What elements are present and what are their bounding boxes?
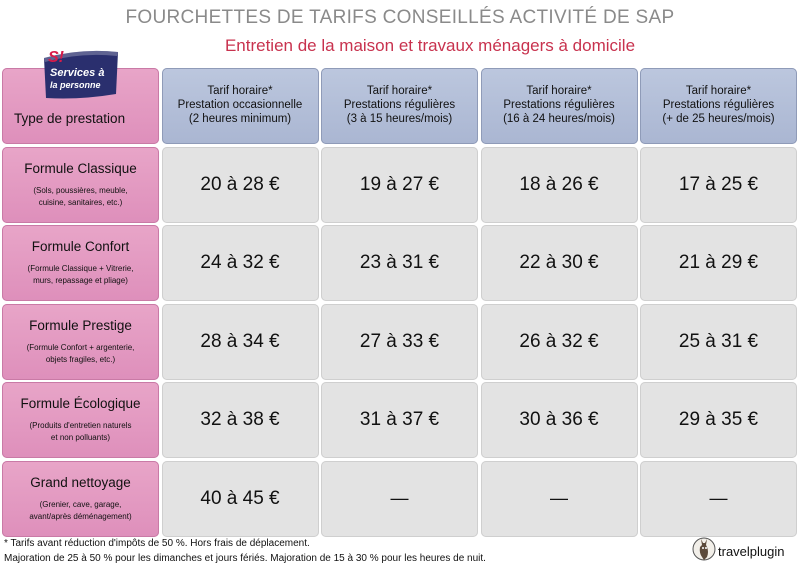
price-cell: 27 à 33 € [321, 303, 478, 380]
row-description-line: et non polluants) [50, 433, 111, 442]
price-cell: 28 à 34 € [161, 303, 319, 380]
column-header-line: Prestation occasionnelle [177, 99, 303, 111]
footnote-line: Majoration de 25 à 50 % pour les dimanch… [4, 553, 486, 564]
price-cell: 29 à 35 € [640, 382, 797, 458]
row-description-line: objets fragiles, etc.) [45, 354, 116, 364]
price-value: 29 à 35 € [678, 409, 759, 430]
price-value: 40 à 45 € [200, 487, 280, 509]
row-description-line: (Produits d'entretien naturels [29, 421, 132, 430]
row-description: (Grenier, cave, garage, avant/après démé… [8, 499, 153, 523]
price-value: 25 à 31 € [678, 330, 759, 352]
page-title: FOURCHETTES DE TARIFS CONSEILLÉS ACTIVIT… [125, 7, 675, 28]
price-cell: — [640, 460, 797, 537]
price-value: 20 à 28 € [200, 173, 280, 195]
price-cell: 31 à 37 € [321, 382, 478, 458]
row-description-line: (Sols, poussières, meuble, [33, 185, 128, 195]
row-title: Formule Écologique [20, 396, 141, 411]
price-cell: 25 à 31 € [640, 303, 797, 380]
row-header: Grand nettoyage (Grenier, cave, garage, … [2, 460, 159, 537]
column-header-line: Prestations régulières [343, 99, 456, 111]
price-value: 30 à 36 € [519, 409, 599, 430]
price-value: 17 à 25 € [678, 173, 759, 195]
logo-text-line: Services à [50, 67, 104, 79]
price-cell: 18 à 26 € [480, 146, 638, 223]
column-header-line: Tarif horaire* [366, 85, 433, 97]
price-value: 26 à 32 € [519, 330, 599, 352]
row-header: Formule Confort (Formule Classique + Vit… [2, 225, 159, 301]
row-description: (Sols, poussières, meuble, cuisine, sani… [8, 185, 153, 209]
row-description: (Produits d'entretien naturels et non po… [8, 420, 153, 444]
row-header: Formule Écologique (Produits d'entretien… [2, 382, 159, 458]
price-cell: 40 à 45 € [161, 460, 319, 537]
column-header: Tarif horaire* Prestations régulières (+… [640, 68, 797, 144]
corner-cell: Type de prestation [2, 68, 159, 144]
price-cell: — [321, 460, 478, 537]
price-cell: 19 à 27 € [321, 146, 478, 223]
services-a-la-personne-logo: S! Services à la personne [40, 44, 122, 102]
row-header: Formule Prestige (Formule Confort + arge… [2, 303, 159, 380]
column-header-line: Tarif horaire* [207, 85, 273, 97]
footnote-line: * Tarifs avant réduction d'impôts de 50 … [4, 538, 310, 549]
price-table: Type de prestation Tarif horaire* Presta… [2, 68, 797, 537]
column-header-line: (+ de 25 heures/mois) [662, 113, 775, 125]
price-cell: 24 à 32 € [161, 225, 319, 301]
price-value: 22 à 30 € [519, 252, 599, 273]
logo-text-line: la personne [50, 80, 101, 90]
column-header-line: Prestations régulières [503, 99, 615, 111]
corner-label: Type de prestation [14, 111, 126, 126]
page-subtitle: Entretien de la maison et travaux ménage… [224, 36, 636, 55]
row-description: (Formule Classique + Vitrerie, murs, rep… [8, 263, 153, 287]
column-header: Tarif horaire* Prestations régulières (3… [321, 68, 478, 144]
price-value: 21 à 29 € [678, 252, 759, 273]
price-value: — [709, 488, 728, 508]
price-cell: — [480, 460, 638, 537]
column-header-line: Tarif horaire* [685, 85, 752, 97]
price-cell: 17 à 25 € [640, 146, 797, 223]
price-value: 32 à 38 € [200, 409, 280, 430]
row-description-line: cuisine, sanitaires, etc.) [38, 197, 123, 207]
row-header: Formule Classique (Sols, poussières, meu… [2, 146, 159, 223]
column-header-line: (3 à 15 heures/mois) [346, 113, 453, 125]
price-value: — [550, 488, 568, 508]
column-header: Tarif horaire* Prestation occasionnelle … [161, 68, 319, 144]
row-description-line: (Formule Classique + Vitrerie, [27, 264, 134, 273]
footnote: * Tarifs avant réduction d'impôts de 50 … [4, 536, 486, 566]
row-description-line: avant/après déménagement) [29, 511, 132, 521]
price-value: — [390, 488, 409, 508]
price-value: 18 à 26 € [519, 173, 599, 195]
price-cell: 30 à 36 € [480, 382, 638, 458]
column-header: Tarif horaire* Prestations régulières (1… [480, 68, 638, 144]
price-cell: 22 à 30 € [480, 225, 638, 301]
price-cell: 32 à 38 € [161, 382, 319, 458]
price-cell: 21 à 29 € [640, 225, 797, 301]
price-value: 31 à 37 € [359, 409, 440, 430]
column-header-line: Prestations régulières [662, 99, 775, 111]
price-value: 24 à 32 € [200, 252, 280, 273]
row-description-line: (Formule Confort + argenterie, [26, 342, 135, 352]
price-value: 19 à 27 € [359, 173, 440, 195]
price-value: 27 à 33 € [359, 330, 440, 352]
row-description-line: (Grenier, cave, garage, [39, 499, 122, 509]
row-title: Formule Classique [24, 160, 137, 176]
price-cell: 26 à 32 € [480, 303, 638, 380]
llama-icon [692, 535, 716, 567]
row-title: Formule Confort [31, 239, 130, 254]
logo-mark: S! [48, 49, 65, 66]
column-header-line: Tarif horaire* [526, 85, 592, 97]
brand: travelplugin [692, 535, 785, 567]
column-header-line: (2 heures minimum) [188, 113, 292, 125]
price-cell: 20 à 28 € [161, 146, 319, 223]
price-value: 23 à 31 € [359, 252, 440, 273]
row-title: Formule Prestige [29, 317, 132, 333]
brand-name: travelplugin [718, 544, 785, 559]
row-title: Grand nettoyage [30, 474, 131, 490]
row-description-line: murs, repassage et pliage) [33, 276, 128, 285]
column-header-line: (16 à 24 heures/mois) [503, 113, 615, 125]
row-description: (Formule Confort + argenterie, objets fr… [8, 342, 153, 366]
price-value: 28 à 34 € [200, 330, 280, 352]
price-cell: 23 à 31 € [321, 225, 478, 301]
